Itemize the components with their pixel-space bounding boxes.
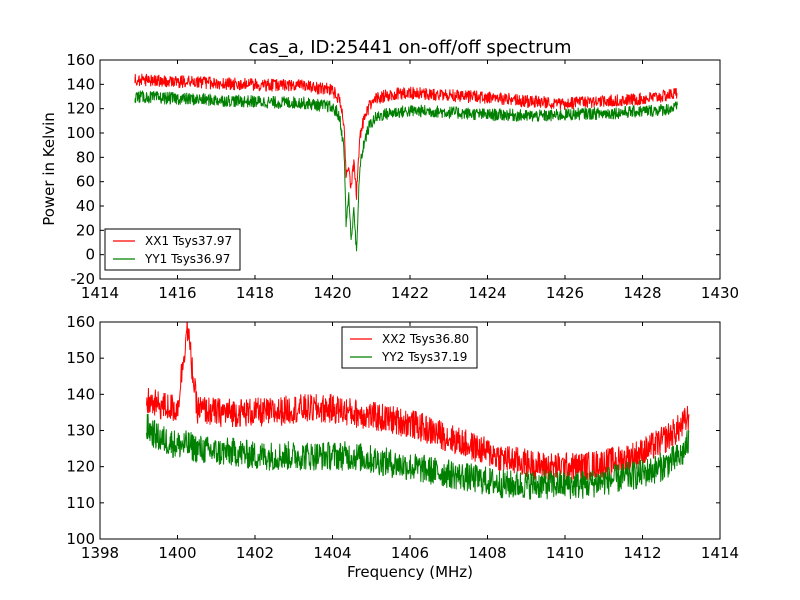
x-tick-label: 1428 (623, 284, 661, 302)
legend-label: YY2 Tsys37.19 (381, 350, 467, 364)
y-tick-label: 40 (76, 197, 95, 215)
y-tick-label: 100 (66, 530, 95, 548)
x-tick-label: 1412 (623, 544, 661, 562)
x-tick-label: 1426 (546, 284, 584, 302)
y-tick-label: 160 (66, 313, 95, 331)
y-tick-label: 60 (76, 173, 95, 191)
x-axis-label: Frequency (MHz) (347, 563, 473, 581)
x-tick-label: 1422 (391, 284, 429, 302)
plot-area (134, 73, 678, 252)
legend-label: YY1 Tsys36.97 (144, 252, 230, 266)
series-line-bottom-2 (146, 413, 690, 500)
y-axis-label: Power in Kelvin (40, 112, 58, 226)
x-tick-label: 1420 (313, 284, 351, 302)
top-panel: 1414 1416 1418 1420 1422 1424 1426 1428 1430 -20 0… (66, 51, 739, 302)
y-tick-label: 110 (66, 494, 95, 512)
y-tick-label: 160 (66, 51, 95, 69)
x-tick-label: 1430 (701, 284, 739, 302)
y-tick-label: 140 (66, 75, 95, 93)
x-tick-label: 1406 (391, 544, 429, 562)
series-line-top-2 (134, 90, 678, 252)
plot-area (146, 322, 690, 500)
x-tick-label: 1414 (701, 544, 739, 562)
bottom-panel: 1398 1400 1402 1404 1406 1408 1410 1412 1414 100 1… (66, 313, 739, 562)
x-tick-label: 1418 (236, 284, 274, 302)
y-tick-label: 0 (85, 246, 95, 264)
y-tick-label: 120 (66, 458, 95, 476)
x-tick-label: 1410 (546, 544, 584, 562)
x-tick-label: 1408 (468, 544, 506, 562)
y-tick-label: 140 (66, 385, 95, 403)
chart-title: cas_a, ID:25441 on-off/off spectrum (248, 37, 571, 58)
legend-label: XX2 Tsys36.80 (382, 332, 469, 346)
x-tick-label: 1424 (468, 284, 506, 302)
x-tick-label: 1402 (236, 544, 274, 562)
y-tick-label: 150 (66, 349, 95, 367)
y-tick-label: -20 (71, 270, 96, 288)
x-tick-label: 1416 (158, 284, 196, 302)
series-line-bottom-1 (146, 322, 690, 482)
legend-box (341, 326, 478, 369)
legend: XX2 Tsys36.80 YY2 Tsys37.19 (341, 326, 478, 369)
y-tick-label: 100 (66, 124, 95, 142)
legend: XX1 Tsys37.97 YY1 Tsys36.97 (104, 228, 241, 271)
legend-box (104, 228, 241, 271)
y-tick-label: 20 (76, 221, 95, 239)
x-tick-label: 1404 (313, 544, 351, 562)
series-line-top-1 (134, 73, 678, 200)
x-tick-label: 1400 (158, 544, 196, 562)
x-tick-label: 1398 (81, 544, 119, 562)
legend-label: XX1 Tsys37.97 (145, 234, 232, 248)
y-tick-label: 80 (76, 148, 95, 166)
y-tick-label: 120 (66, 100, 95, 118)
y-tick-label: 130 (66, 422, 95, 440)
x-tick-label: 1414 (81, 284, 119, 302)
